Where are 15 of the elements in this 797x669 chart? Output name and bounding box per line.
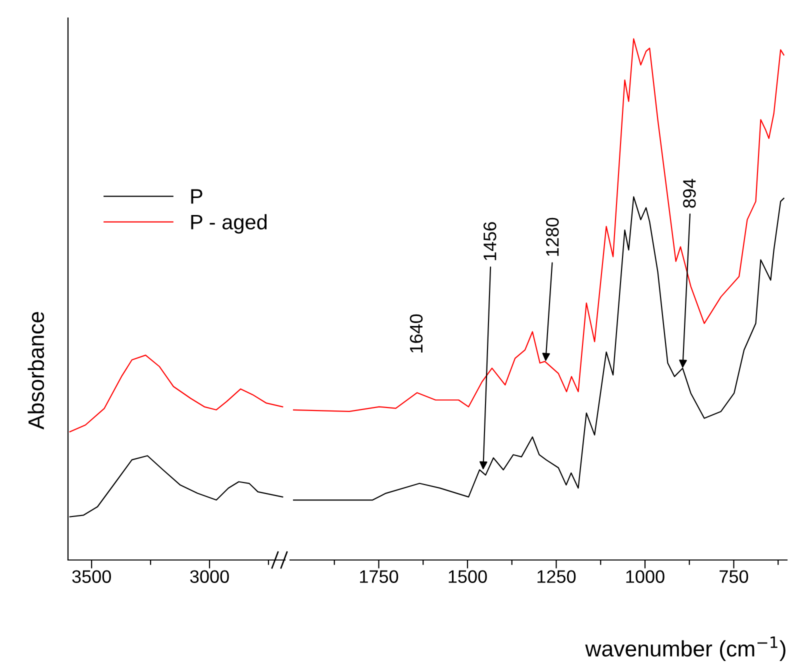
- x-tick-label: 1750: [360, 570, 398, 583]
- annotation: 1456: [484, 222, 496, 260]
- x-tick-label: 3500: [72, 570, 111, 583]
- x-axis-title: wavenumber (cm$^{−1}$): [585, 636, 786, 661]
- x-tick-label: 750: [720, 570, 748, 583]
- annotation: 1280: [546, 218, 559, 256]
- y-axis-title: Absorbance: [28, 312, 44, 430]
- x-tick-label: 3000: [190, 570, 229, 583]
- annotation: 894: [683, 178, 696, 208]
- legend-label: P - aged: [191, 214, 267, 234]
- x-tick-label: 1500: [448, 570, 487, 583]
- x-tick-label: 1250: [538, 570, 576, 583]
- legend-label: P: [191, 189, 202, 204]
- x-tick-label: 1000: [626, 570, 664, 583]
- annotation: 1640: [410, 314, 423, 352]
